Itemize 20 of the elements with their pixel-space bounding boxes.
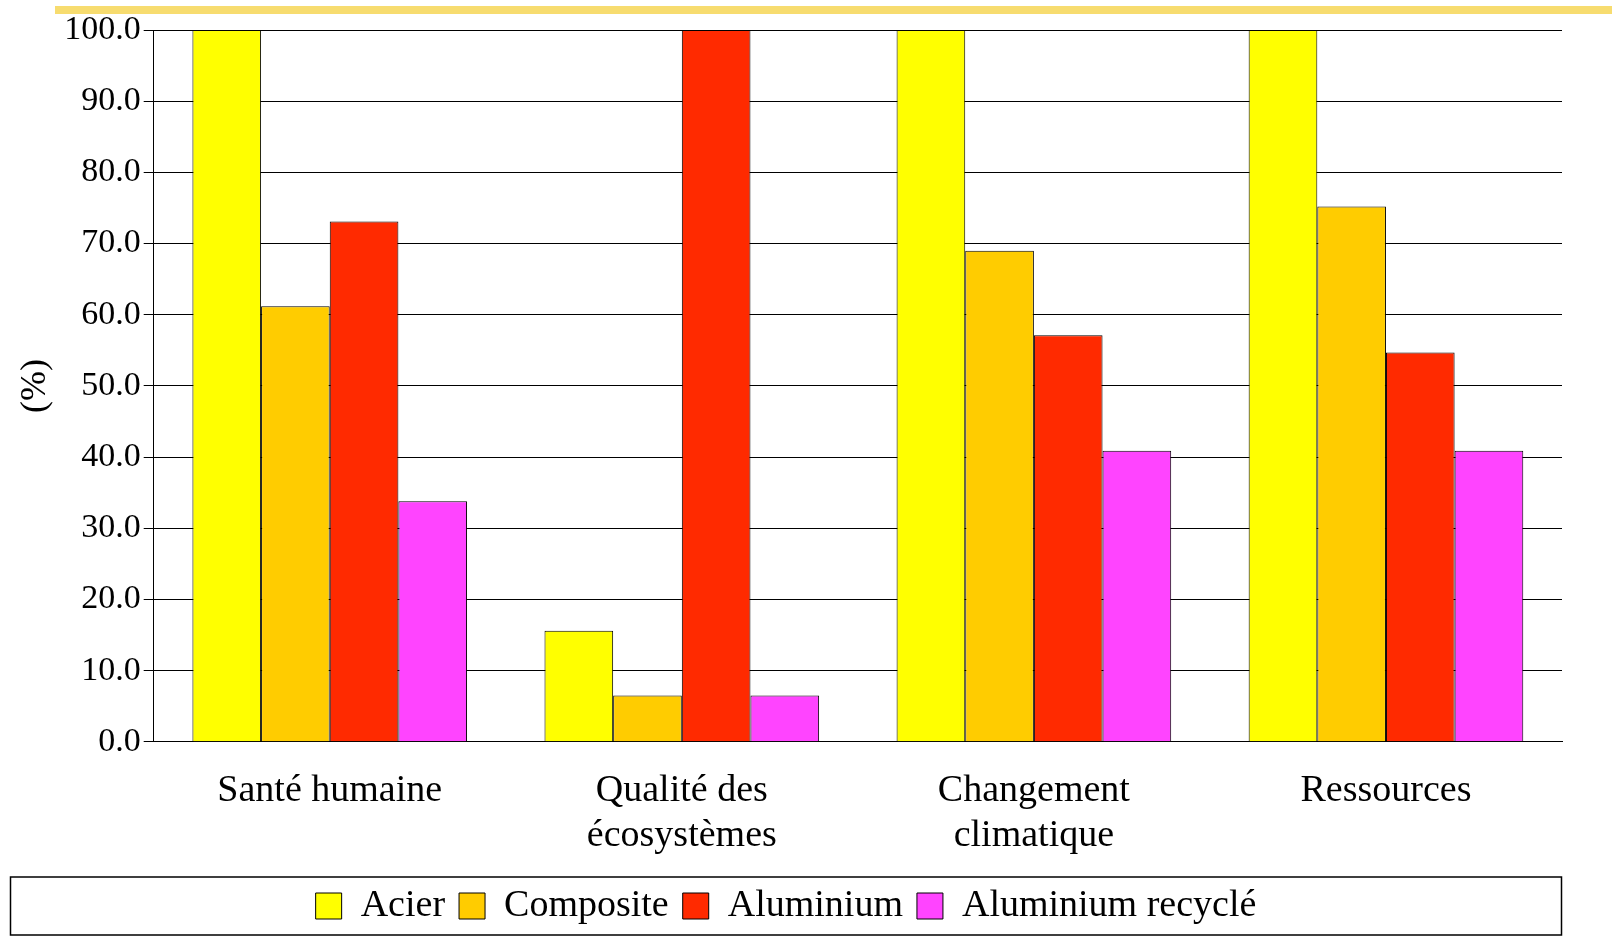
x-tick-label: Changement climatique bbox=[937, 766, 1131, 855]
x-tick-label: Santé humaine bbox=[217, 766, 443, 809]
y-tick-label: 50.0 bbox=[81, 364, 141, 402]
legend-label: Composite bbox=[504, 881, 669, 924]
y-tick-label: 90.0 bbox=[81, 80, 141, 118]
y-tick-label: 10.0 bbox=[81, 649, 141, 687]
y-tick-label: 60.0 bbox=[81, 293, 141, 331]
y-tick-label: 20.0 bbox=[81, 578, 141, 616]
y-tick-label: 40.0 bbox=[81, 436, 141, 473]
y-tick-label: 100.0 bbox=[64, 8, 141, 46]
legend-label: Aluminium recyclé bbox=[961, 881, 1257, 924]
legend-label: Aluminium bbox=[727, 881, 903, 924]
y-tick-label: 0.0 bbox=[98, 720, 141, 758]
y-tick-label: 80.0 bbox=[81, 151, 141, 189]
y-axis-title: (%) bbox=[13, 358, 54, 413]
x-tick-label: Qualité des écosystèmes bbox=[586, 766, 777, 855]
y-tick-label: 70.0 bbox=[81, 222, 141, 260]
legend-label: Acier bbox=[360, 881, 446, 924]
y-tick-label: 30.0 bbox=[81, 507, 141, 545]
x-tick-label: Ressources bbox=[1300, 766, 1472, 809]
